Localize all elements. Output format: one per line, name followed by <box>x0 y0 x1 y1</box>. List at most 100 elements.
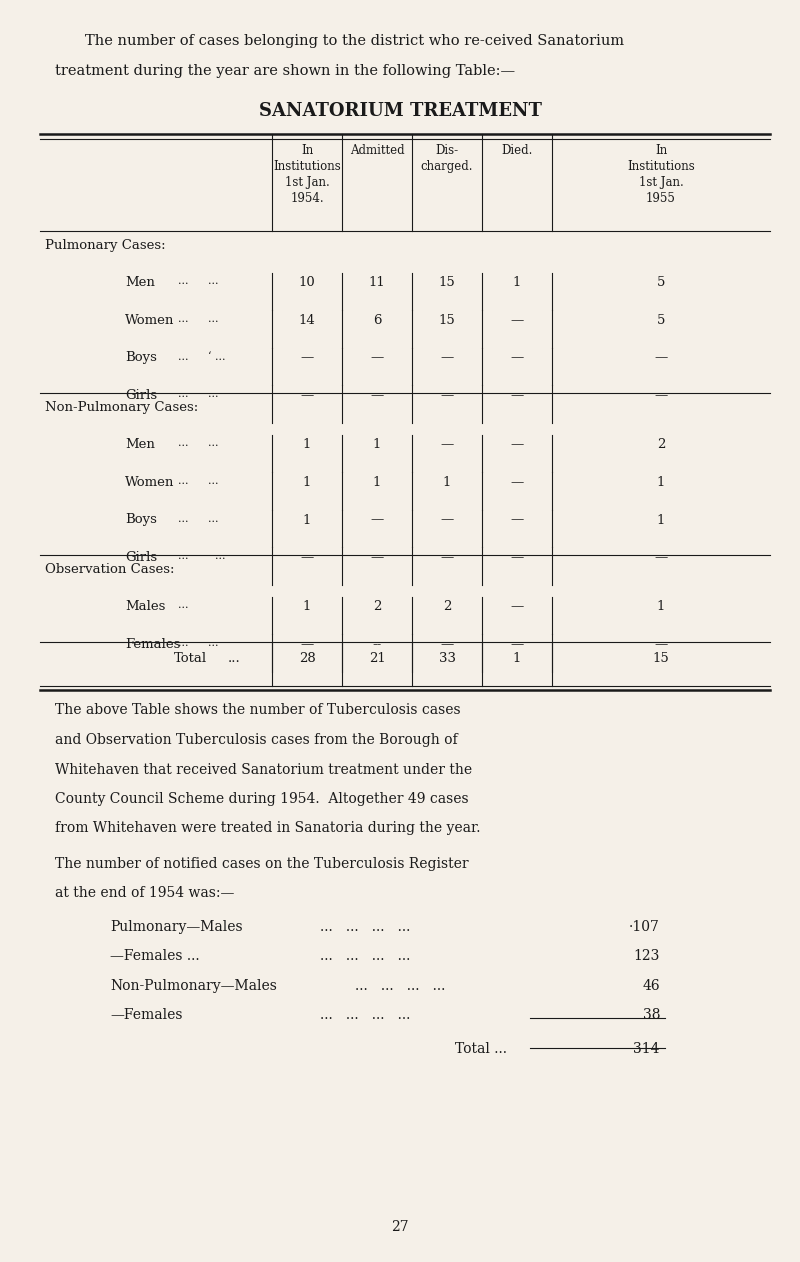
Text: —: — <box>510 639 524 651</box>
Text: Dis-
charged.: Dis- charged. <box>421 144 474 173</box>
Text: —: — <box>510 601 524 613</box>
Text: 1: 1 <box>513 276 521 289</box>
Text: 10: 10 <box>298 276 315 289</box>
Text: 1: 1 <box>443 476 451 488</box>
Text: —Females ...: —Females ... <box>110 949 200 963</box>
Text: at the end of 1954 was:—: at the end of 1954 was:— <box>55 886 234 901</box>
Text: —: — <box>654 389 668 403</box>
Text: —: — <box>510 476 524 488</box>
Text: ...: ... <box>228 652 241 665</box>
Text: ...: ... <box>208 551 226 562</box>
Text: ‘ ...: ‘ ... <box>208 352 226 361</box>
Text: 1: 1 <box>657 601 665 613</box>
Text: —: — <box>654 551 668 564</box>
Text: SANATORIUM TREATMENT: SANATORIUM TREATMENT <box>258 102 542 120</box>
Text: ...: ... <box>178 476 189 486</box>
Text: 33: 33 <box>438 652 455 665</box>
Text: 21: 21 <box>369 652 386 665</box>
Text: ...   ...   ...   ...: ... ... ... ... <box>320 920 410 934</box>
Text: Boys: Boys <box>125 352 157 365</box>
Text: —: — <box>440 438 454 452</box>
Text: --: -- <box>372 639 382 651</box>
Text: and Observation Tuberculosis cases from the Borough of: and Observation Tuberculosis cases from … <box>55 733 458 747</box>
Text: Pulmonary—Males: Pulmonary—Males <box>110 920 242 934</box>
Text: —: — <box>300 352 314 365</box>
Text: The above Table shows the number of Tuberculosis cases: The above Table shows the number of Tube… <box>55 703 461 718</box>
Text: —: — <box>440 639 454 651</box>
Text: ...: ... <box>178 639 189 647</box>
Text: Men: Men <box>125 276 155 289</box>
Text: ...: ... <box>178 314 189 324</box>
Text: Total ...: Total ... <box>455 1042 507 1056</box>
Text: ...: ... <box>208 639 218 647</box>
Text: —: — <box>510 389 524 403</box>
Text: 27: 27 <box>391 1220 409 1234</box>
Text: —: — <box>370 352 384 365</box>
Text: Women: Women <box>125 476 174 488</box>
Text: 46: 46 <box>642 979 660 993</box>
Text: 15: 15 <box>438 314 455 327</box>
Text: —: — <box>510 438 524 452</box>
Text: Admitted: Admitted <box>350 144 404 156</box>
Text: Girls: Girls <box>125 551 157 564</box>
Text: 11: 11 <box>369 276 386 289</box>
Text: —: — <box>440 389 454 403</box>
Text: Died.: Died. <box>502 144 533 156</box>
Text: ...: ... <box>178 551 189 562</box>
Text: —: — <box>654 352 668 365</box>
Text: 2: 2 <box>373 601 381 613</box>
Text: —: — <box>300 389 314 403</box>
Text: 2: 2 <box>443 601 451 613</box>
Text: ...   ...   ...   ...: ... ... ... ... <box>320 949 410 963</box>
Text: ...: ... <box>208 476 218 486</box>
Text: 6: 6 <box>373 314 382 327</box>
Text: 1: 1 <box>657 514 665 526</box>
Text: The number of notified cases on the Tuberculosis Register: The number of notified cases on the Tube… <box>55 857 469 871</box>
Text: —: — <box>440 551 454 564</box>
Text: —: — <box>370 551 384 564</box>
Text: ...: ... <box>208 314 218 324</box>
Text: —: — <box>654 639 668 651</box>
Text: 1: 1 <box>657 476 665 488</box>
Text: ...: ... <box>208 514 218 524</box>
Text: The number of cases belonging to the district who re­ceived Sanatorium: The number of cases belonging to the dis… <box>85 34 624 48</box>
Text: 1: 1 <box>513 652 521 665</box>
Text: 1: 1 <box>303 476 311 488</box>
Text: ·107: ·107 <box>629 920 660 934</box>
Text: ...: ... <box>178 352 189 361</box>
Text: —: — <box>300 551 314 564</box>
Text: In
Institutions
1st Jan.
1955: In Institutions 1st Jan. 1955 <box>627 144 695 204</box>
Text: 5: 5 <box>657 314 665 327</box>
Text: 314: 314 <box>634 1042 660 1056</box>
Text: ...: ... <box>208 389 218 399</box>
Text: 15: 15 <box>438 276 455 289</box>
Text: 1: 1 <box>303 601 311 613</box>
Text: —: — <box>370 389 384 403</box>
Text: ...: ... <box>208 438 218 448</box>
Text: Total: Total <box>174 652 206 665</box>
Text: 1: 1 <box>373 438 381 452</box>
Text: from Whitehaven were treated in Sanatoria during the year.: from Whitehaven were treated in Sanatori… <box>55 822 481 835</box>
Text: Whitehaven that received Sanatorium treatment under the: Whitehaven that received Sanatorium trea… <box>55 762 472 776</box>
Text: —: — <box>300 639 314 651</box>
Text: Non-Pulmonary—Males: Non-Pulmonary—Males <box>110 979 277 993</box>
Text: 28: 28 <box>298 652 315 665</box>
Text: 1: 1 <box>373 476 381 488</box>
Text: 123: 123 <box>634 949 660 963</box>
Text: —: — <box>510 314 524 327</box>
Text: Boys: Boys <box>125 514 157 526</box>
Text: ...: ... <box>178 276 189 286</box>
Text: 2: 2 <box>657 438 665 452</box>
Text: In
Institutions
1st Jan.
1954.: In Institutions 1st Jan. 1954. <box>273 144 341 204</box>
Text: ...: ... <box>178 389 189 399</box>
Text: 5: 5 <box>657 276 665 289</box>
Text: ...   ...   ...   ...: ... ... ... ... <box>355 979 446 993</box>
Text: ...: ... <box>208 276 218 286</box>
Text: 15: 15 <box>653 652 670 665</box>
Text: 38: 38 <box>642 1008 660 1022</box>
Text: ...: ... <box>178 438 189 448</box>
Text: Women: Women <box>125 314 174 327</box>
Text: Girls: Girls <box>125 389 157 403</box>
Text: —: — <box>510 352 524 365</box>
Text: Pulmonary Cases:: Pulmonary Cases: <box>45 239 166 252</box>
